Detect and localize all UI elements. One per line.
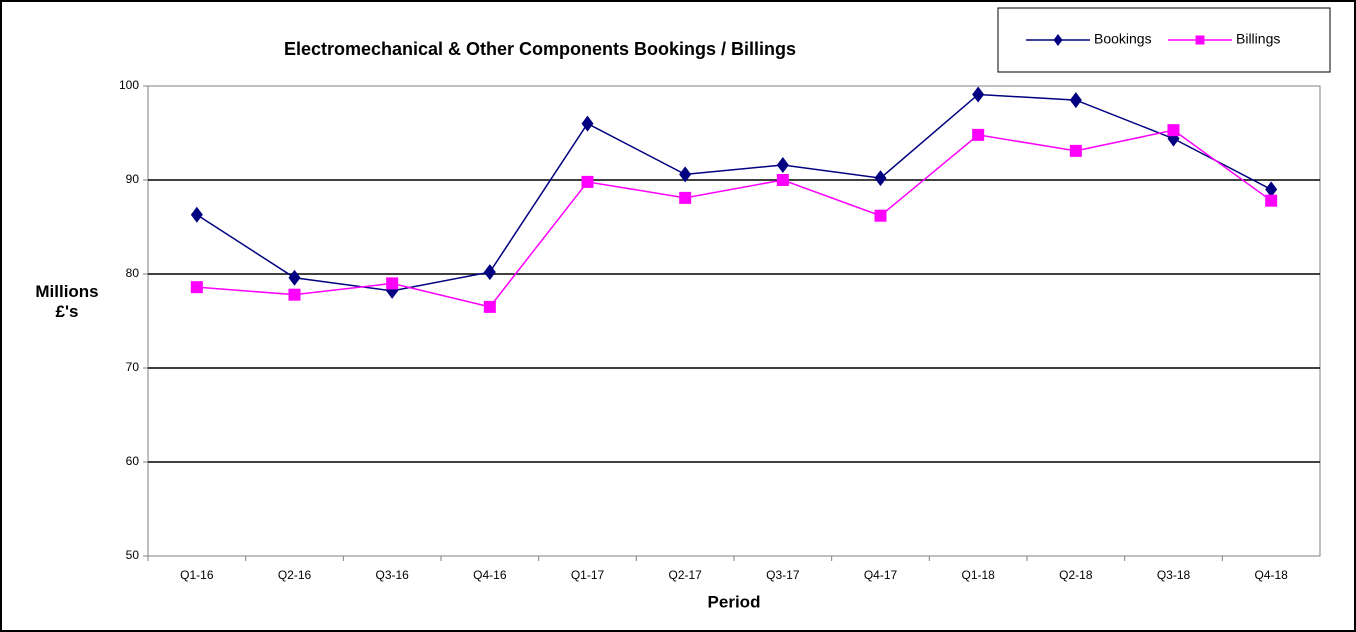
data-point — [874, 209, 887, 222]
series-line — [196, 129, 1272, 308]
x-tick-label: Q2-17 — [668, 568, 702, 582]
x-tick-label: Q2-18 — [1059, 568, 1093, 582]
x-tick-label: Q1-18 — [961, 568, 995, 582]
data-point — [1265, 194, 1278, 207]
x-axis-label: Period — [708, 592, 761, 611]
data-point — [190, 281, 203, 294]
x-tick-label: Q1-16 — [180, 568, 214, 582]
y-tick-label: 90 — [126, 172, 140, 186]
x-tick-label: Q3-18 — [1157, 568, 1191, 582]
data-point — [1069, 92, 1082, 109]
data-point — [190, 206, 203, 223]
data-point — [1069, 144, 1082, 157]
y-tick-label: 70 — [126, 360, 140, 374]
x-tick-label: Q3-16 — [375, 568, 409, 582]
data-point — [972, 128, 985, 141]
data-point — [972, 86, 985, 103]
data-point — [1265, 181, 1278, 198]
data-point — [581, 175, 594, 188]
legend-marker — [1053, 34, 1063, 46]
data-point — [1167, 124, 1180, 137]
data-point — [288, 288, 301, 301]
y-tick-label: 50 — [126, 548, 140, 562]
data-point — [776, 156, 789, 173]
data-point — [483, 300, 496, 313]
y-axis-label: Millions £'s — [35, 282, 99, 321]
x-tick-label: Q4-17 — [864, 568, 898, 582]
y-tick-label: 80 — [126, 266, 140, 280]
plot-area — [147, 85, 1321, 557]
y-tick-label: 60 — [126, 454, 140, 468]
data-point — [679, 191, 692, 204]
data-point — [288, 269, 301, 286]
data-point — [483, 264, 496, 281]
data-point — [581, 115, 594, 132]
x-tick-label: Q1-17 — [571, 568, 605, 582]
x-tick-label: Q2-16 — [278, 568, 312, 582]
legend-label: Bookings — [1094, 31, 1152, 47]
data-point — [874, 170, 887, 187]
x-tick-label: Q4-18 — [1254, 568, 1288, 582]
data-point — [679, 166, 692, 183]
x-tick-label: Q4-16 — [473, 568, 507, 582]
series-line — [196, 93, 1272, 292]
data-point — [386, 277, 399, 290]
x-tick-label: Q3-17 — [766, 568, 800, 582]
legend-marker — [1195, 35, 1205, 45]
y-tick-label: 100 — [119, 78, 139, 92]
chart-title: Electromechanical & Other Components Boo… — [284, 39, 796, 59]
legend-label: Billings — [1236, 31, 1280, 47]
data-point — [776, 174, 789, 186]
